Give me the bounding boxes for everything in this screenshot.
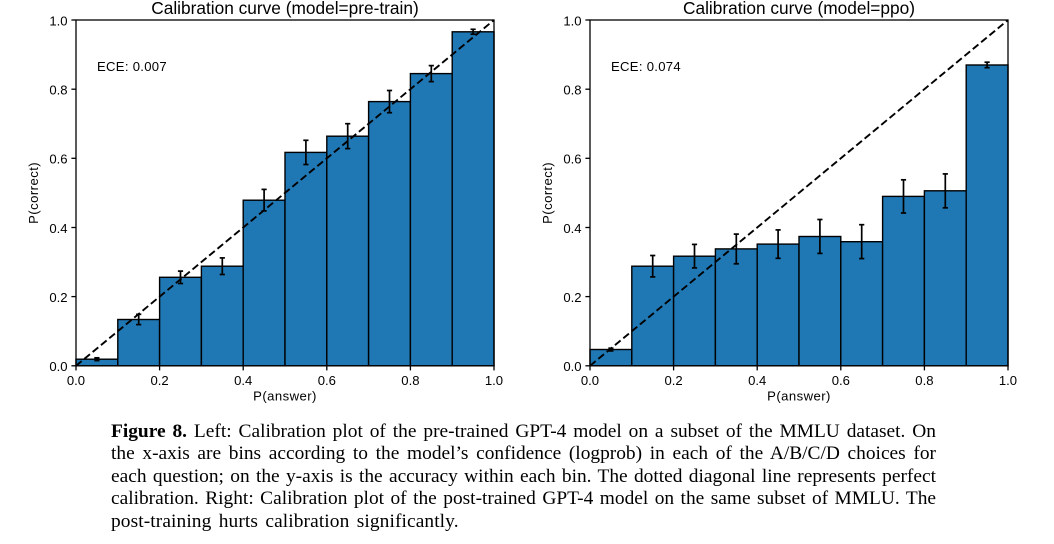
svg-text:0.2: 0.2 (49, 290, 67, 305)
svg-text:0.2: 0.2 (563, 290, 581, 305)
svg-text:1.0: 1.0 (563, 13, 581, 28)
svg-text:0.4: 0.4 (49, 221, 67, 236)
svg-text:1.0: 1.0 (485, 373, 503, 388)
svg-text:0.6: 0.6 (563, 152, 581, 167)
svg-text:0.2: 0.2 (150, 373, 168, 388)
svg-text:0.8: 0.8 (49, 83, 67, 98)
svg-text:0.2: 0.2 (664, 373, 682, 388)
svg-text:0.0: 0.0 (581, 373, 599, 388)
svg-text:1.0: 1.0 (49, 13, 67, 28)
svg-text:0.4: 0.4 (234, 373, 252, 388)
svg-text:0.6: 0.6 (49, 152, 67, 167)
svg-text:Calibration curve (model=pre-t: Calibration curve (model=pre-train) (151, 0, 419, 18)
svg-text:P(correct): P(correct) (540, 162, 555, 224)
svg-text:0.4: 0.4 (563, 221, 581, 236)
svg-text:0.4: 0.4 (748, 373, 766, 388)
svg-text:0.0: 0.0 (49, 359, 67, 374)
svg-text:0.0: 0.0 (67, 373, 85, 388)
svg-text:0.0: 0.0 (563, 359, 581, 374)
svg-text:P(answer): P(answer) (767, 388, 831, 403)
svg-text:0.8: 0.8 (401, 373, 419, 388)
svg-text:0.6: 0.6 (832, 373, 850, 388)
svg-text:Calibration curve (model=ppo): Calibration curve (model=ppo) (683, 0, 915, 18)
svg-text:ECE: 0.007: ECE: 0.007 (97, 59, 167, 74)
svg-text:P(correct): P(correct) (26, 162, 41, 224)
svg-text:ECE: 0.074: ECE: 0.074 (611, 59, 681, 74)
svg-text:0.6: 0.6 (318, 373, 336, 388)
svg-text:P(answer): P(answer) (253, 388, 317, 403)
svg-text:1.0: 1.0 (999, 373, 1017, 388)
svg-text:0.8: 0.8 (915, 373, 933, 388)
svg-text:0.8: 0.8 (563, 83, 581, 98)
